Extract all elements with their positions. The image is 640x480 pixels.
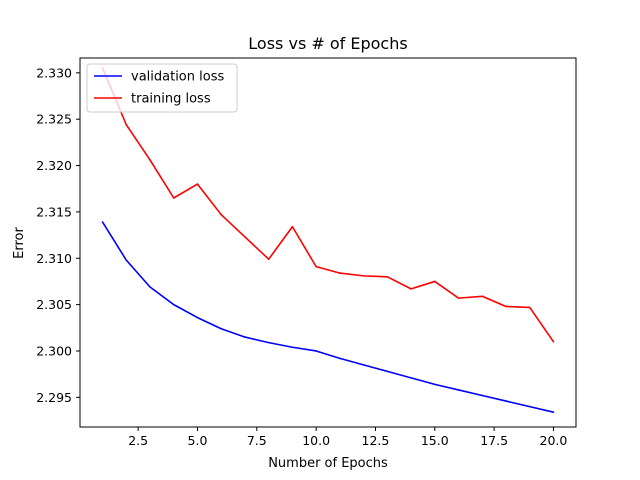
y-tick-label: 2.295: [36, 390, 72, 405]
data-point-validation: [172, 303, 175, 306]
x-axis-label: Number of Epochs: [268, 456, 388, 471]
legend: validation loss training loss: [86, 63, 238, 113]
data-point-training: [433, 280, 436, 283]
y-tick-label: 2.300: [36, 343, 72, 358]
x-axis: 2.5 5.0 7.5 10.0 12.5 15.0 17.5 20.0: [128, 427, 567, 448]
data-point-validation: [339, 357, 341, 360]
data-point-training: [267, 258, 270, 260]
data-point-training: [386, 276, 389, 278]
x-tick-label: 12.5: [362, 433, 390, 448]
x-tick-label: 7.5: [247, 433, 267, 448]
y-tick-label: 2.310: [36, 251, 72, 266]
data-point-training: [339, 272, 341, 274]
data-point-training: [149, 159, 151, 161]
y-tick-label: 2.315: [36, 204, 72, 219]
data-point-training: [528, 306, 531, 309]
data-point-validation: [267, 341, 270, 344]
x-tick-label: 20.0: [540, 433, 568, 448]
series-line-validation: [101, 221, 554, 413]
data-point-validation: [505, 400, 507, 402]
data-point-validation: [315, 350, 317, 352]
data-point-training: [291, 225, 294, 228]
data-point-validation: [433, 383, 436, 386]
y-tick-label: 2.325: [36, 112, 72, 127]
x-tick-label: 2.5: [128, 433, 148, 448]
y-tick-label: 2.305: [36, 297, 72, 312]
data-point-validation: [149, 286, 151, 288]
data-point-training: [315, 265, 317, 268]
data-point-validation: [528, 405, 531, 408]
legend-label-training: training loss: [131, 92, 211, 107]
legend-box: [86, 63, 238, 113]
legend-label-validation: validation loss: [131, 70, 224, 85]
data-point-validation: [125, 259, 128, 261]
data-point-training: [244, 236, 246, 238]
data-point-validation: [552, 411, 555, 413]
x-tick-label: 5.0: [188, 433, 208, 448]
data-point-validation: [101, 221, 104, 223]
data-point-training: [362, 275, 365, 277]
y-axis-label: Error: [12, 227, 27, 259]
data-point-training: [196, 183, 199, 185]
data-point-validation: [196, 316, 199, 319]
y-axis: 2.295 2.300 2.305 2.310 2.315 2.320 2.325 2.330: [36, 65, 80, 405]
chart-title: Loss vs # of Epochs: [248, 34, 407, 53]
data-point-validation: [410, 377, 412, 379]
data-point-validation: [386, 370, 389, 373]
y-tick-label: 2.330: [36, 65, 72, 80]
data-point-validation: [481, 394, 484, 397]
data-point-validation: [220, 327, 223, 330]
y-tick-label: 2.320: [36, 158, 72, 173]
data-point-training: [172, 197, 175, 199]
data-point-validation: [291, 346, 294, 349]
data-point-validation: [457, 389, 460, 391]
data-point-validation: [244, 336, 246, 338]
series-line-training: [101, 67, 555, 343]
data-point-training: [481, 295, 484, 298]
data-point-training: [410, 288, 412, 290]
x-tick-label: 10.0: [302, 433, 330, 448]
plot-frame: [79, 57, 577, 428]
data-point-training: [125, 123, 128, 126]
data-point-validation: [362, 364, 365, 366]
x-tick-label: 15.0: [421, 433, 449, 448]
data-point-training: [505, 305, 507, 308]
data-point-training: [220, 213, 223, 216]
data-point-training: [457, 297, 460, 299]
x-tick-label: 17.5: [480, 433, 508, 448]
data-point-training: [552, 340, 555, 343]
